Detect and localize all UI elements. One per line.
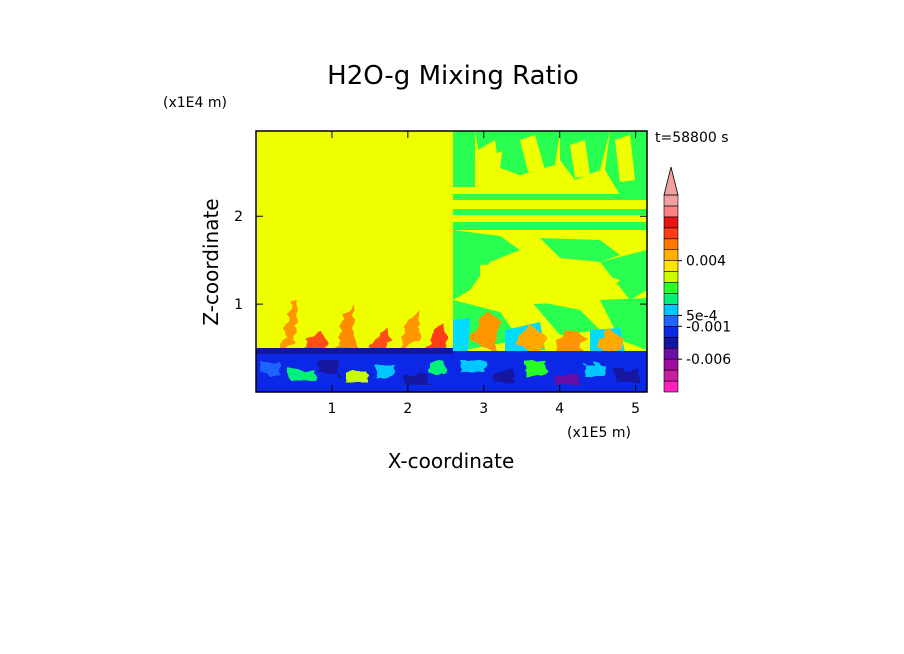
field-upper-left xyxy=(256,131,453,351)
field-boundary-top xyxy=(256,348,453,354)
colorbar-swatch xyxy=(663,260,679,272)
field-boundary-mix xyxy=(260,360,640,385)
y-axis: 12 xyxy=(234,209,647,313)
time-label: t=58800 s xyxy=(655,130,729,146)
colorbar-label: -0.001 xyxy=(686,319,731,335)
colorbar: 0.004 5e-4-0.001 -0.006 xyxy=(663,166,731,393)
y-axis-label: Z-coordinate xyxy=(199,198,223,325)
colorbar-swatch xyxy=(663,369,679,382)
chart-title: H2O-g Mixing Ratio xyxy=(327,61,579,91)
colorbar-swatch xyxy=(663,238,679,251)
colorbar-swatch xyxy=(663,347,679,360)
colorbar-swatch xyxy=(663,271,679,283)
x-tick-label: 5 xyxy=(631,401,640,417)
y-axis-unit: (x1E4 m) xyxy=(163,95,227,111)
x-tick-label: 2 xyxy=(403,401,412,417)
y-tick-label: 1 xyxy=(234,297,243,313)
colorbar-swatch xyxy=(663,205,679,218)
x-tick-label: 4 xyxy=(555,401,564,417)
colorbar-label: -0.006 xyxy=(686,352,731,368)
x-tick-label: 3 xyxy=(479,401,488,417)
x-axis-unit: (x1E5 m) xyxy=(567,425,631,441)
colorbar-swatch xyxy=(663,358,679,371)
colorbar-swatch xyxy=(663,380,679,393)
colorbar-swatch xyxy=(663,326,679,338)
colorbar-swatch xyxy=(663,315,679,327)
colorbar-swatch xyxy=(663,293,679,305)
colorbar-swatch xyxy=(663,282,679,294)
x-axis-label: X-coordinate xyxy=(388,449,515,473)
colorbar-extend-arrow xyxy=(663,166,679,196)
colorbar-swatch xyxy=(663,249,679,261)
colorbar-swatch xyxy=(663,194,679,207)
colorbar-swatch xyxy=(663,216,679,229)
y-tick-label: 2 xyxy=(234,209,243,225)
colorbar-swatch xyxy=(663,336,679,349)
colorbar-swatch xyxy=(663,304,679,316)
colorbar-swatch xyxy=(663,227,679,240)
colorbar-label: 0.004 xyxy=(686,254,726,270)
colorbar-label: 5e-4 xyxy=(686,308,718,324)
plot-area xyxy=(256,131,647,392)
x-axis: 1 2 3 4 5 xyxy=(327,131,640,417)
field-yellow-streaks xyxy=(453,135,647,305)
x-tick-label: 1 xyxy=(327,401,336,417)
plot-frame xyxy=(255,130,648,393)
